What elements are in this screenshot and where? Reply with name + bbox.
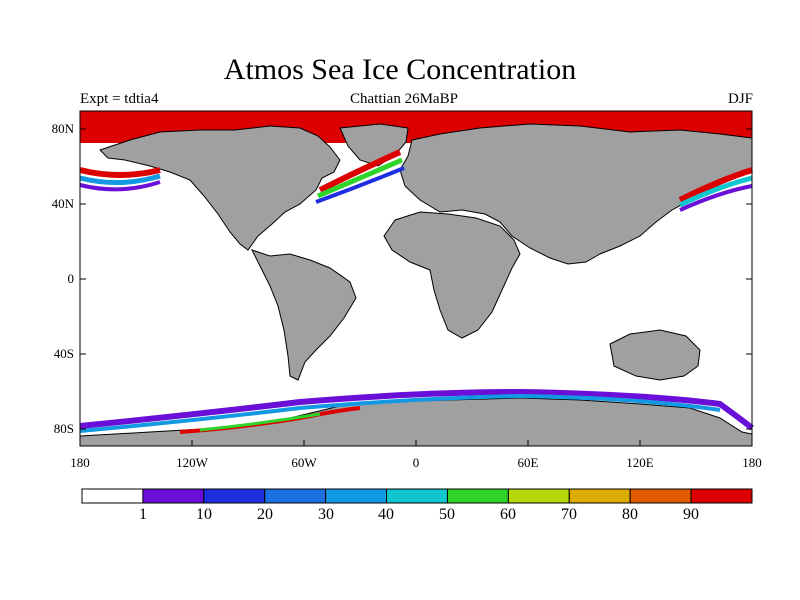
- colorbar-box: [629, 488, 692, 504]
- landmass-north-america: [99, 125, 341, 251]
- longitude-ticks: [79, 440, 753, 446]
- ice-fringe-southern-mid: [79, 393, 721, 433]
- colorbar-box: [81, 488, 144, 504]
- lat-label-80n: 80N: [51, 121, 74, 136]
- ice-fringe-atlantic-edge: [315, 166, 405, 204]
- lat-label-40n: 40N: [51, 196, 74, 211]
- lon-label-120w: 120W: [176, 455, 208, 470]
- experiment-label: Expt = tdtia4: [80, 91, 159, 107]
- colorbar-label: 80: [622, 506, 638, 523]
- lat-label-80s: 80S: [53, 421, 74, 436]
- colorbar-label: 20: [257, 506, 273, 523]
- colorbar-box: [142, 488, 205, 504]
- lon-label-120e: 120E: [626, 455, 654, 470]
- colorbar-box: [568, 488, 631, 504]
- ice-fringe-pacific: [79, 167, 161, 178]
- colorbar-label: 10: [196, 506, 212, 523]
- colorbar-label: 50: [439, 506, 455, 523]
- landmass-africa: [383, 211, 521, 339]
- lon-label-180e: 180: [742, 455, 762, 470]
- period-label: Chattian 26MaBP: [350, 91, 458, 107]
- colorbar-box: [203, 488, 266, 504]
- map-panel: [79, 110, 754, 447]
- colorbar-label: 30: [318, 506, 334, 523]
- ice-fringe-west-pacific-mid: [678, 175, 753, 208]
- colorbar-box: [507, 488, 570, 504]
- ice-fringe-pacific-edge: [79, 180, 161, 192]
- season-label: DJF: [727, 91, 753, 107]
- colorbar-box: [325, 488, 388, 504]
- colorbar-label: 60: [500, 506, 516, 523]
- lat-label-equator: 0: [67, 271, 75, 286]
- map-title: Atmos Sea Ice Concentration: [223, 53, 577, 86]
- landmass-south-america: [251, 249, 357, 381]
- ice-fringe-west-pacific-edge: [679, 184, 753, 212]
- lon-label-180w: 180: [70, 455, 90, 470]
- ice-fringe-southern-green: [199, 412, 321, 432]
- ice-fringe-atlantic: [318, 149, 402, 193]
- colorbar-box: [264, 488, 327, 504]
- landmass-australia: [609, 329, 701, 381]
- colorbar-label: 90: [683, 506, 699, 523]
- colorbar-box: [386, 488, 448, 504]
- ice-fringe-atlantic-mid: [317, 157, 403, 199]
- colorbar-label: 1: [139, 506, 147, 523]
- ice-fringe-southern-outer: [79, 388, 754, 431]
- lon-label-0: 0: [412, 455, 420, 470]
- lon-label-60e: 60E: [517, 455, 539, 470]
- lat-label-40s: 40S: [53, 346, 74, 361]
- landmass-eurasia: [399, 123, 753, 265]
- lon-label-60w: 60W: [291, 455, 317, 470]
- colorbar-box: [446, 488, 509, 504]
- ice-fringe-pacific-mid: [79, 173, 161, 185]
- colorbar: [81, 488, 753, 504]
- ice-fringe-west-pacific: [678, 167, 753, 203]
- colorbar-label: 40: [378, 506, 394, 523]
- colorbar-label: 70: [561, 506, 577, 523]
- latitude-ticks: [80, 128, 752, 430]
- colorbar-box: [690, 488, 753, 504]
